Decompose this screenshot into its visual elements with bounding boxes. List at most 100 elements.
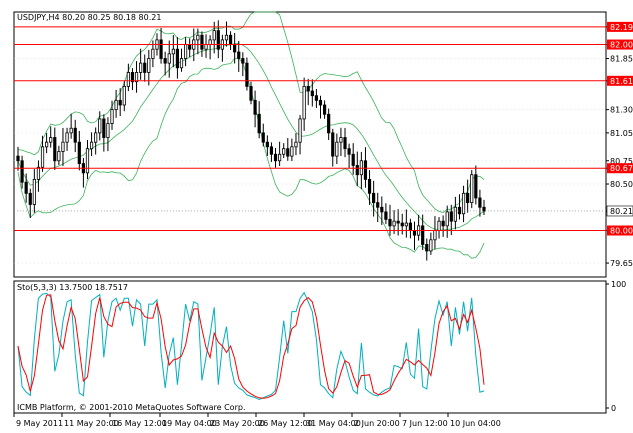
candle-body	[151, 48, 155, 59]
candle-body	[478, 197, 482, 208]
candle-body	[372, 192, 376, 204]
candle-body	[118, 99, 122, 106]
candle-body	[306, 85, 310, 92]
main-panel-frame	[13, 11, 607, 278]
candle-body	[102, 118, 106, 138]
candle-body	[327, 113, 331, 134]
candle-body	[302, 85, 306, 120]
candle-body	[188, 44, 192, 50]
footer-copyright: ICMB Platform, © 2001-2010 MetaQuotes So…	[17, 403, 246, 412]
candle-body	[294, 141, 298, 148]
candle-body	[400, 222, 404, 227]
stochastic-panel: 100 0 Sto(5,3,3) 13.7500 18.7517 ICMB Pla…	[13, 280, 626, 414]
price-tick-label: 81.05	[610, 129, 633, 138]
candle-body	[171, 48, 175, 55]
stochastic-signal-line	[17, 294, 485, 399]
candle-body	[347, 148, 351, 155]
candle-body	[265, 141, 269, 148]
candle-body	[130, 72, 135, 83]
price-tick-label: 80.21	[610, 207, 633, 216]
candle-body	[212, 30, 216, 41]
candle-body	[98, 118, 102, 134]
price-level-label-bg	[607, 21, 633, 32]
candle-body	[278, 153, 282, 162]
price-tick-label: 81.61	[610, 77, 633, 86]
candle-body	[200, 34, 204, 50]
candle-body	[482, 206, 486, 212]
candle-body	[269, 146, 274, 155]
candle-body	[28, 192, 32, 205]
candle-body	[20, 160, 24, 183]
candle-body	[322, 104, 327, 115]
stochastic-tick-label: 0	[611, 404, 616, 413]
candle-body	[388, 218, 392, 227]
candle-body	[45, 141, 49, 148]
candle-body	[175, 48, 180, 69]
candle-body	[461, 192, 466, 215]
candle-body	[139, 62, 143, 73]
price-level-label-bg	[607, 163, 633, 174]
candle-body	[228, 34, 233, 45]
candle-body	[85, 148, 90, 174]
candle-body	[310, 90, 314, 97]
price-tick-label: 80.50	[610, 180, 633, 189]
candle-body	[245, 62, 249, 87]
candle-body	[40, 146, 45, 168]
candle-body	[233, 44, 237, 53]
candle-body	[261, 132, 265, 143]
candle-body	[453, 206, 457, 222]
candle-body	[314, 95, 319, 101]
time-tick-label: 23 May 20:00	[210, 419, 265, 428]
candle-body	[167, 53, 171, 64]
candle-body	[367, 178, 372, 194]
candle-body	[89, 141, 94, 150]
candle-body	[331, 132, 335, 157]
candle-body	[183, 44, 188, 59]
price-tick-label: 80.00	[610, 227, 633, 236]
candle-body	[363, 160, 368, 180]
candle-body	[445, 211, 449, 227]
time-tick-label: 31 May 04:00	[306, 419, 361, 428]
stochastic-panel-frame	[13, 280, 607, 414]
main-price-panel: 82.19 82.00 81.85 81.61 81.30 81.05 80.7580.67…	[13, 11, 633, 278]
time-tick-label: 11 May 20:00	[64, 419, 119, 428]
candle-body	[163, 58, 167, 64]
candle-body	[126, 72, 130, 87]
candle-body	[376, 202, 380, 208]
time-tick-label: 10 Jun 04:00	[450, 419, 501, 428]
candle-body	[253, 99, 257, 115]
time-tick-label: 9 May 2011	[16, 419, 63, 428]
candle-body	[77, 141, 81, 164]
bollinger-upper	[17, 11, 485, 214]
candle-body	[441, 220, 445, 227]
candle-body	[237, 51, 241, 59]
candle-body	[73, 127, 77, 143]
candle-body	[425, 244, 429, 252]
candle-body	[241, 58, 245, 64]
candle-body	[408, 222, 413, 231]
candle-body	[404, 222, 408, 227]
candle-body	[179, 58, 184, 69]
candle-body	[290, 146, 294, 157]
price-tick-label: 79.65	[610, 259, 633, 268]
time-tick-label: 7 Jun 12:00	[402, 419, 448, 428]
candle-body	[355, 165, 359, 176]
candle-body	[298, 118, 302, 143]
candle-body	[57, 151, 61, 162]
price-tick-label: 80.67	[610, 164, 633, 173]
candle-body	[204, 44, 208, 50]
candle-body	[470, 174, 474, 204]
candle-body	[437, 220, 441, 231]
main-panel-title: USDJPY,H4 80.20 80.25 80.18 80.21	[17, 13, 161, 22]
candle-body	[273, 153, 278, 162]
price-level-label-bg	[607, 75, 633, 86]
stochastic-panel-title: Sto(5,3,3) 13.7500 18.7517	[17, 283, 128, 292]
candle-body	[351, 153, 355, 166]
time-tick-label: 16 May 12:00	[112, 419, 167, 428]
candle-body	[114, 99, 118, 111]
candle-body	[65, 132, 69, 143]
candle-body	[216, 30, 220, 50]
candle-body	[449, 211, 453, 222]
